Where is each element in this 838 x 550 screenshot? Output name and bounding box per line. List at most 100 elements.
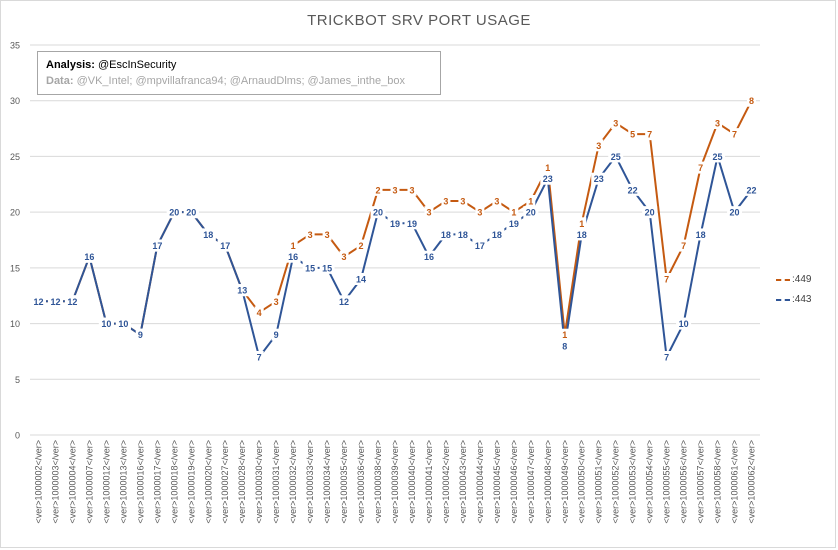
data-label-449: 1: [545, 163, 550, 173]
data-point: [489, 228, 505, 241]
data-point: [217, 239, 233, 252]
x-tick-label: <ver>1000027</ver>: [220, 440, 230, 524]
data-point: [574, 228, 590, 241]
data-label-443: 17: [220, 241, 230, 251]
data-label-443: 18: [441, 230, 451, 240]
data-label-443: 20: [526, 208, 536, 218]
data-point: [523, 206, 539, 219]
data-point: [608, 150, 624, 163]
data-point: [727, 206, 743, 219]
data-point: [390, 183, 400, 196]
data-label-443: 18: [203, 230, 213, 240]
data-point: [98, 317, 114, 330]
data-point: [625, 183, 641, 196]
data-line: Data: @VK_Intel; @mpvillafranca94; @Arna…: [46, 73, 440, 89]
data-label-443: 10: [101, 319, 111, 329]
x-tick-label: <ver>1000052</ver>: [611, 440, 621, 524]
legend-swatch-449: [776, 278, 790, 281]
data-point: [560, 339, 570, 352]
data-point: [353, 273, 369, 285]
legend-swatch-443: [776, 298, 790, 301]
data-point: [271, 295, 281, 308]
data-point: [591, 172, 607, 185]
x-tick-label: <ver>1000032</ver>: [288, 440, 298, 524]
data-label-449: 3: [409, 185, 414, 195]
data-label-449: 1: [511, 208, 516, 218]
x-tick-label: <ver>1000013</ver>: [118, 440, 128, 524]
data-label-443: 16: [84, 252, 94, 262]
data-label-443: 19: [407, 219, 417, 229]
data-label-449: 5: [630, 130, 635, 140]
data-point: [730, 128, 740, 141]
data-point: [387, 217, 403, 230]
data-point: [645, 128, 655, 141]
data-point: [407, 183, 417, 196]
x-tick-label: <ver>1000034</ver>: [322, 440, 332, 524]
x-tick-label: <ver>1000036</ver>: [356, 440, 366, 524]
data-point: [676, 317, 692, 330]
data-label-449: 3: [596, 141, 601, 151]
data-point: [271, 328, 281, 341]
x-tick-label: <ver>1000004</ver>: [67, 440, 77, 524]
data-label-443: 23: [543, 174, 553, 184]
data-label-443: 14: [356, 275, 366, 285]
data-point: [747, 94, 757, 107]
data-label-449: 3: [715, 119, 720, 129]
y-tick-label: 35: [10, 41, 20, 51]
data-point: [679, 239, 689, 252]
data-point: [509, 206, 519, 219]
y-tick-label: 0: [15, 431, 20, 441]
data-point: [540, 172, 556, 185]
data-point: [506, 217, 522, 230]
data-point: [339, 250, 349, 263]
data-point: [611, 117, 621, 129]
legend-label-443: :443: [792, 294, 812, 305]
data-label-443: 10: [679, 319, 689, 329]
data-label-449: 1: [291, 241, 296, 251]
x-tick-label: <ver>1000017</ver>: [152, 440, 162, 524]
data-point: [710, 150, 726, 163]
data-label-449: 3: [325, 230, 330, 240]
x-tick-label: <ver>1000019</ver>: [186, 440, 196, 524]
data-label-443: 12: [67, 297, 77, 307]
x-tick-label: <ver>1000050</ver>: [577, 440, 587, 524]
data-label-443: 20: [645, 208, 655, 218]
data-point: [319, 261, 335, 274]
data-point: [526, 195, 536, 207]
x-tick-label: <ver>1000048</ver>: [543, 440, 553, 524]
x-tick-label: <ver>1000012</ver>: [101, 440, 111, 524]
data-label-449: 3: [308, 230, 313, 240]
x-tick-label: <ver>1000047</ver>: [526, 440, 536, 524]
x-tick-label: <ver>1000046</ver>: [509, 440, 519, 524]
data-label: Data:: [46, 75, 74, 87]
data-point: [234, 284, 250, 297]
y-tick-label: 20: [10, 208, 20, 218]
data-label-449: 3: [494, 197, 499, 207]
x-tick-label: <ver>1000043</ver>: [458, 440, 468, 524]
data-point: [81, 250, 97, 263]
y-tick-label: 15: [10, 263, 20, 273]
data-label-443: 12: [339, 297, 349, 307]
data-label-443: 15: [322, 263, 332, 273]
data-point: [254, 351, 264, 363]
data-label-443: 18: [696, 230, 706, 240]
x-tick-label: <ver>1000016</ver>: [135, 440, 145, 524]
data-label-449: 4: [257, 308, 262, 318]
x-tick-label: <ver>1000058</ver>: [713, 440, 723, 524]
x-tick-label: <ver>1000054</ver>: [645, 440, 655, 524]
x-tick-label: <ver>1000003</ver>: [50, 440, 60, 524]
chart-title: TRICKBOT SRV PORT USAGE: [307, 12, 531, 29]
y-tick-label: 30: [10, 96, 20, 106]
data-label-449: 8: [749, 96, 754, 106]
data-label-449: 3: [613, 119, 618, 129]
data-point: [577, 217, 587, 230]
data-point: [421, 250, 437, 263]
data-label-449: 3: [426, 208, 431, 218]
data-point: [115, 317, 131, 330]
legend-item-443: :443: [776, 294, 811, 305]
data-point: [183, 206, 199, 219]
x-tick-label: <ver>1000049</ver>: [560, 440, 570, 524]
data-label-449: 7: [681, 241, 686, 251]
data-label-443: 18: [458, 230, 468, 240]
